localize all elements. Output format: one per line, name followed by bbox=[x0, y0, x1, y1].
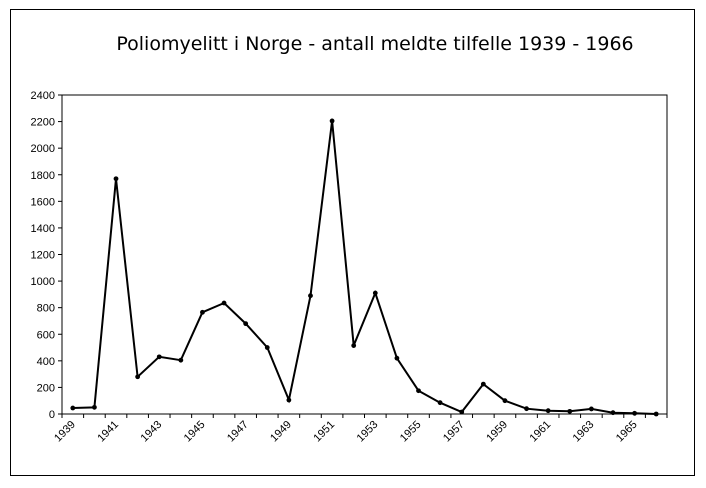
data-point bbox=[221, 300, 227, 306]
data-point bbox=[459, 409, 465, 415]
y-tick-label: 400 bbox=[37, 356, 55, 368]
x-tick-label: 1953 bbox=[355, 419, 381, 445]
y-tick-label: 1400 bbox=[31, 223, 55, 235]
x-tick-label: 1961 bbox=[527, 419, 553, 445]
x-tick-label: 1947 bbox=[225, 419, 251, 445]
data-point bbox=[394, 355, 400, 361]
x-tick-label: 1965 bbox=[614, 419, 640, 445]
x-tick-label: 1963 bbox=[571, 419, 597, 445]
data-point bbox=[653, 411, 659, 417]
data-point bbox=[113, 176, 119, 182]
data-point bbox=[372, 290, 378, 296]
y-tick-label: 1200 bbox=[31, 250, 55, 262]
data-point bbox=[178, 357, 184, 363]
data-point bbox=[502, 398, 508, 404]
chart-frame bbox=[10, 9, 695, 476]
x-tick-label: 1955 bbox=[398, 419, 424, 445]
data-point bbox=[480, 381, 486, 387]
chart-title: Poliomyelitt i Norge - antall meldte til… bbox=[116, 33, 633, 55]
y-tick-label: 800 bbox=[37, 303, 55, 315]
data-point bbox=[588, 406, 594, 412]
x-tick-label: 1941 bbox=[95, 419, 121, 445]
x-tick-label: 1939 bbox=[52, 419, 78, 445]
y-tick-label: 1000 bbox=[31, 276, 55, 288]
data-point bbox=[286, 397, 292, 403]
y-tick-label: 2200 bbox=[31, 117, 55, 129]
data-point bbox=[437, 400, 443, 406]
data-point bbox=[135, 374, 141, 380]
y-tick-label: 1600 bbox=[31, 196, 55, 208]
data-point bbox=[351, 343, 357, 348]
y-tick-label: 600 bbox=[37, 329, 55, 341]
y-tick-label: 200 bbox=[37, 382, 55, 394]
data-points bbox=[70, 118, 659, 417]
y-tick-label: 0 bbox=[49, 409, 55, 421]
plot-area bbox=[61, 94, 668, 415]
x-axis: 1939 1941 1943 1945 1947 1949 1951 1953 1955 1957… bbox=[52, 414, 668, 445]
y-tick-label: 1800 bbox=[31, 170, 55, 182]
x-tick-label: 1959 bbox=[484, 419, 510, 445]
y-tick-label: 2400 bbox=[31, 90, 55, 102]
data-point bbox=[632, 410, 637, 416]
data-point bbox=[200, 309, 205, 315]
data-point bbox=[92, 404, 97, 410]
data-point bbox=[545, 408, 551, 414]
data-point bbox=[610, 410, 616, 416]
y-axis: 0 200 400 600 800 1000 1200 1400 1600 1800 2000 220… bbox=[31, 90, 62, 421]
data-point bbox=[308, 293, 313, 299]
data-point bbox=[329, 118, 335, 124]
x-tick-label: 1945 bbox=[182, 419, 208, 445]
data-point bbox=[156, 354, 162, 360]
x-tick-label: 1957 bbox=[441, 419, 467, 445]
data-point bbox=[243, 321, 249, 327]
y-tick-label: 2000 bbox=[31, 143, 55, 155]
series-line bbox=[72, 120, 657, 415]
data-point bbox=[416, 388, 421, 394]
x-tick-label: 1943 bbox=[139, 419, 165, 445]
x-tick-label: 1949 bbox=[268, 419, 294, 445]
data-point bbox=[264, 345, 270, 350]
data-point bbox=[567, 408, 573, 414]
data-point bbox=[70, 405, 76, 411]
data-point bbox=[524, 406, 529, 412]
x-tick-label: 1951 bbox=[311, 419, 337, 445]
